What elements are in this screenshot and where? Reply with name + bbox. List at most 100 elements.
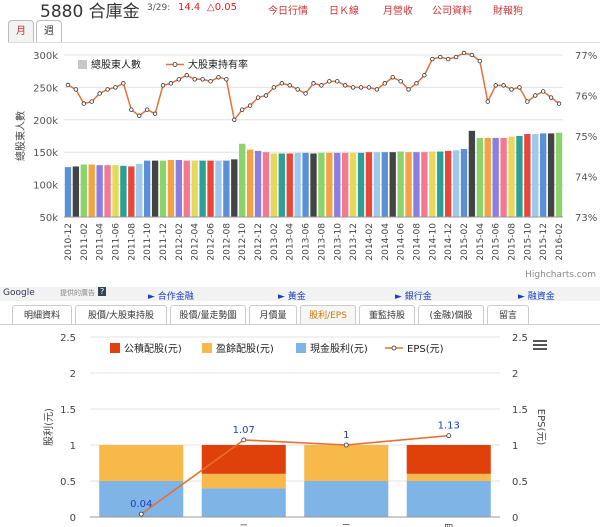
tab-price-volume-trend[interactable]: 股價/量走勢圖	[170, 305, 246, 325]
ad-link-4[interactable]: ► 融資金	[518, 292, 555, 302]
shareholder-bar	[270, 153, 278, 217]
left-tick-label: 1	[70, 441, 76, 452]
holding-rate-point	[540, 89, 546, 94]
shareholder-bar	[468, 130, 476, 217]
shareholder-bar	[397, 151, 404, 217]
holding-rate-point	[303, 91, 308, 96]
x-tick-label: 2012-10	[238, 223, 248, 261]
holding-rate-point	[548, 95, 554, 100]
holding-rate-point	[287, 83, 292, 88]
shareholder-bar	[437, 151, 444, 217]
left-axis-title: 總股東人數	[14, 111, 27, 161]
legend-reserve-label: 公積配股(元)	[124, 342, 182, 355]
tab-monthly-price-volume[interactable]: 月價量	[249, 305, 297, 325]
x-tick-label: 2013-10	[333, 223, 343, 261]
tab-monthly[interactable]: 月	[8, 20, 34, 42]
holding-rate-point	[232, 117, 237, 122]
capital-reserve-bar	[406, 445, 491, 474]
holding-rate-point	[319, 83, 324, 88]
eps-data-label: 0.04	[130, 499, 152, 510]
tab-director-holdings[interactable]: 董監持股	[359, 305, 415, 325]
tab-weekly[interactable]: 週	[36, 20, 62, 42]
left-tick-label: 100k	[33, 181, 58, 192]
holding-rate-point	[485, 99, 490, 104]
tab-financial-stock[interactable]: (金融)個股	[418, 305, 484, 325]
dividend-chart-panel: 000.50.5111.51.5222.52.5股利(元)EPS(元)一二三四0…	[0, 324, 600, 527]
quote-price: 14.4	[178, 2, 201, 13]
shareholder-bar	[159, 160, 167, 217]
shareholder-bar	[128, 166, 135, 217]
holding-rate-point	[65, 82, 71, 88]
shareholder-bar	[365, 152, 373, 217]
x-tick-label: 2015-08	[508, 223, 518, 261]
nav-today-quote[interactable]: 今日行情	[268, 6, 308, 17]
holding-rate-point	[129, 107, 134, 112]
shareholder-bar	[286, 153, 293, 217]
shareholder-bar	[199, 160, 206, 217]
cash-dividend-bar	[304, 481, 389, 517]
tab-details[interactable]: 明細資料	[12, 305, 72, 325]
holding-rate-point	[445, 56, 451, 62]
shareholder-bar	[302, 152, 309, 217]
shareholder-bar	[476, 137, 484, 217]
tab-comments[interactable]: 留言	[487, 305, 529, 325]
nav-monthly-revenue[interactable]: 月營收	[383, 6, 413, 17]
holding-rate-point	[382, 81, 387, 86]
holding-rate-point	[89, 99, 94, 104]
capital-reserve-bar	[201, 445, 286, 474]
shareholder-bar	[80, 164, 87, 217]
legend-cash-swatch	[296, 343, 306, 353]
shareholder-bar	[389, 152, 396, 217]
holding-rate-point	[469, 52, 475, 58]
stock-title: 5880 合庫金	[40, 0, 140, 22]
stock-code: 5880	[40, 2, 84, 22]
ad-info-icon[interactable]: ?	[98, 287, 107, 296]
holding-rate-point	[461, 50, 467, 56]
ad-link-3[interactable]: ► 銀行金	[395, 292, 432, 302]
tab-dividend-eps[interactable]: 股利/EPS	[300, 305, 356, 325]
shareholder-bar	[421, 152, 428, 217]
holding-rate-point	[137, 113, 142, 118]
chart-menu-icon[interactable]	[533, 340, 547, 352]
holding-rate-point	[453, 54, 459, 60]
shareholder-bar	[381, 152, 388, 217]
shareholder-bar	[349, 152, 357, 217]
left-tick-label: 200k	[33, 116, 58, 127]
holding-rate-point	[327, 79, 332, 84]
x-tick-label: 2014-08	[412, 223, 422, 261]
nav-company-info[interactable]: 公司資料	[432, 6, 472, 17]
nav-daily-kline[interactable]: 日Ｋ線	[329, 6, 359, 17]
holding-rate-point	[216, 75, 221, 80]
holding-rate-point	[271, 85, 277, 90]
holding-rate-point	[556, 101, 562, 106]
left-tick-label: 0.5	[60, 477, 76, 488]
holding-rate-point	[263, 93, 269, 98]
shareholder-bar	[508, 136, 515, 217]
holding-rate-point	[105, 87, 110, 92]
x-tick-label: 2012-04	[191, 223, 201, 261]
tab-price-major-holders[interactable]: 股價/大股東持股	[75, 305, 167, 325]
holding-rate-point	[81, 101, 87, 106]
ad-link-1[interactable]: ► 合作金融	[148, 292, 194, 302]
shareholder-bar	[223, 160, 230, 217]
x-tick-label: 2011-10	[143, 223, 153, 261]
legend-earnings-swatch	[202, 343, 212, 353]
holding-rate-point	[517, 85, 522, 90]
ad-link-2[interactable]: ► 黃金	[278, 292, 306, 302]
x-tick-label: 2014-12	[444, 223, 454, 261]
shareholder-bar	[254, 150, 262, 217]
holding-rate-point	[311, 81, 316, 86]
left-tick-label: 1.5	[60, 405, 76, 416]
shareholder-bar	[191, 160, 198, 217]
shareholder-bar	[231, 159, 238, 217]
holding-rate-point	[247, 103, 253, 108]
shareholder-bar	[64, 167, 72, 217]
holding-rate-point	[121, 81, 126, 86]
x-tick-label: 2015-06	[492, 223, 502, 261]
holding-rate-point	[200, 77, 205, 82]
nav-statementdog[interactable]: 財報狗	[493, 6, 523, 17]
eps-point	[446, 433, 452, 439]
shareholder-bar	[262, 152, 270, 217]
holding-rate-point	[374, 87, 380, 92]
x-tick-label: 2012-08	[222, 223, 232, 261]
